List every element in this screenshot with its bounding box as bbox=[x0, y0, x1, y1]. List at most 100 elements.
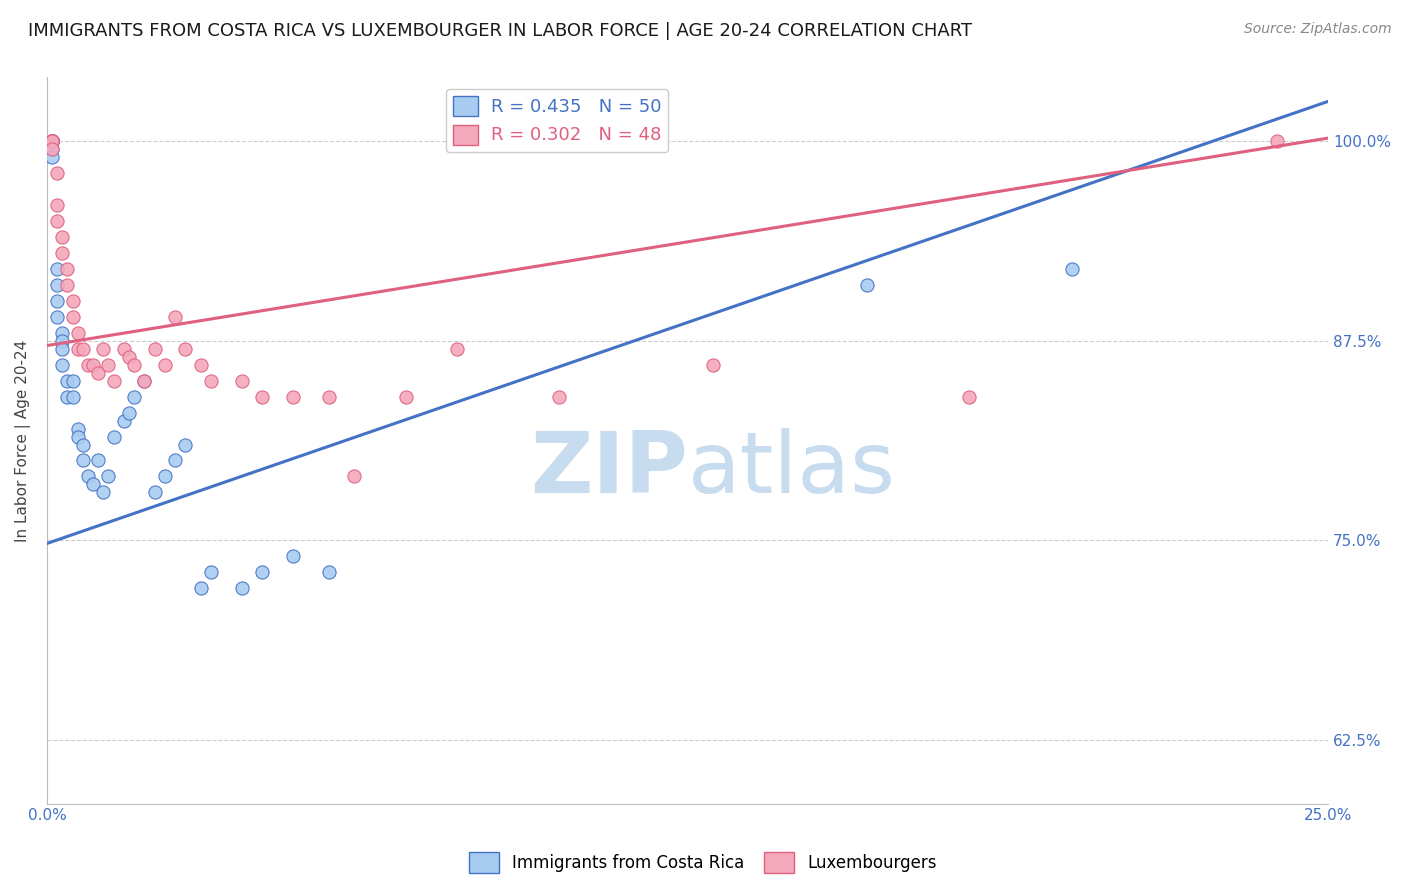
Point bbox=[62, 310, 84, 324]
Point bbox=[118, 350, 141, 364]
Point bbox=[165, 310, 187, 324]
Point bbox=[97, 469, 120, 483]
Point bbox=[62, 390, 84, 404]
Point bbox=[82, 477, 104, 491]
Point bbox=[62, 293, 84, 308]
Point bbox=[56, 277, 79, 292]
Point bbox=[446, 342, 468, 356]
Point bbox=[118, 406, 141, 420]
Point bbox=[97, 358, 120, 372]
Point bbox=[46, 262, 69, 277]
Point bbox=[190, 581, 212, 595]
Point bbox=[103, 374, 125, 388]
Point bbox=[200, 374, 222, 388]
Point bbox=[318, 565, 340, 579]
Point bbox=[66, 342, 89, 356]
Point bbox=[343, 469, 366, 483]
Point bbox=[41, 134, 63, 148]
Point bbox=[41, 134, 63, 148]
Point bbox=[77, 469, 100, 483]
Point bbox=[51, 358, 73, 372]
Point bbox=[93, 342, 115, 356]
Point bbox=[51, 326, 73, 340]
Point bbox=[122, 390, 145, 404]
Point bbox=[41, 142, 63, 156]
Point bbox=[231, 581, 253, 595]
Point bbox=[103, 429, 125, 443]
Point bbox=[153, 358, 176, 372]
Point bbox=[134, 374, 156, 388]
Point bbox=[41, 134, 63, 148]
Point bbox=[66, 326, 89, 340]
Point bbox=[112, 342, 135, 356]
Point bbox=[46, 198, 69, 212]
Point bbox=[66, 421, 89, 435]
Point bbox=[72, 453, 94, 467]
Point bbox=[41, 134, 63, 148]
Point bbox=[51, 230, 73, 244]
Point bbox=[46, 214, 69, 228]
Point bbox=[56, 262, 79, 277]
Point bbox=[143, 342, 166, 356]
Point bbox=[51, 342, 73, 356]
Point bbox=[112, 414, 135, 428]
Point bbox=[46, 277, 69, 292]
Point bbox=[174, 437, 197, 451]
Point bbox=[41, 150, 63, 164]
Point bbox=[702, 358, 724, 372]
Point bbox=[174, 342, 197, 356]
Point bbox=[1265, 134, 1288, 148]
Point bbox=[250, 390, 273, 404]
Point bbox=[93, 485, 115, 500]
Point bbox=[77, 358, 100, 372]
Point bbox=[51, 334, 73, 348]
Point bbox=[41, 134, 63, 148]
Point bbox=[41, 134, 63, 148]
Text: atlas: atlas bbox=[688, 428, 896, 511]
Point bbox=[41, 134, 63, 148]
Point bbox=[165, 453, 187, 467]
Point bbox=[41, 142, 63, 156]
Point bbox=[62, 374, 84, 388]
Point bbox=[41, 134, 63, 148]
Point bbox=[153, 469, 176, 483]
Point bbox=[281, 390, 304, 404]
Text: Source: ZipAtlas.com: Source: ZipAtlas.com bbox=[1244, 22, 1392, 37]
Point bbox=[56, 390, 79, 404]
Legend: Immigrants from Costa Rica, Luxembourgers: Immigrants from Costa Rica, Luxembourger… bbox=[463, 846, 943, 880]
Point bbox=[41, 134, 63, 148]
Point bbox=[395, 390, 418, 404]
Point bbox=[41, 134, 63, 148]
Point bbox=[87, 366, 110, 380]
Point bbox=[66, 429, 89, 443]
Point bbox=[41, 134, 63, 148]
Point bbox=[41, 134, 63, 148]
Y-axis label: In Labor Force | Age 20-24: In Labor Force | Age 20-24 bbox=[15, 339, 31, 541]
Point bbox=[56, 374, 79, 388]
Point bbox=[281, 549, 304, 564]
Point bbox=[1060, 262, 1083, 277]
Point bbox=[143, 485, 166, 500]
Point bbox=[87, 453, 110, 467]
Point bbox=[82, 358, 104, 372]
Text: IMMIGRANTS FROM COSTA RICA VS LUXEMBOURGER IN LABOR FORCE | AGE 20-24 CORRELATIO: IMMIGRANTS FROM COSTA RICA VS LUXEMBOURG… bbox=[28, 22, 972, 40]
Point bbox=[41, 134, 63, 148]
Point bbox=[41, 134, 63, 148]
Point bbox=[122, 358, 145, 372]
Point bbox=[231, 374, 253, 388]
Text: ZIP: ZIP bbox=[530, 428, 688, 511]
Point bbox=[46, 166, 69, 180]
Point bbox=[41, 134, 63, 148]
Point bbox=[250, 565, 273, 579]
Point bbox=[200, 565, 222, 579]
Point bbox=[134, 374, 156, 388]
Point bbox=[41, 134, 63, 148]
Point bbox=[72, 437, 94, 451]
Point bbox=[856, 277, 879, 292]
Point bbox=[41, 134, 63, 148]
Point bbox=[51, 246, 73, 260]
Point bbox=[957, 390, 980, 404]
Point bbox=[190, 358, 212, 372]
Point bbox=[41, 134, 63, 148]
Point bbox=[318, 390, 340, 404]
